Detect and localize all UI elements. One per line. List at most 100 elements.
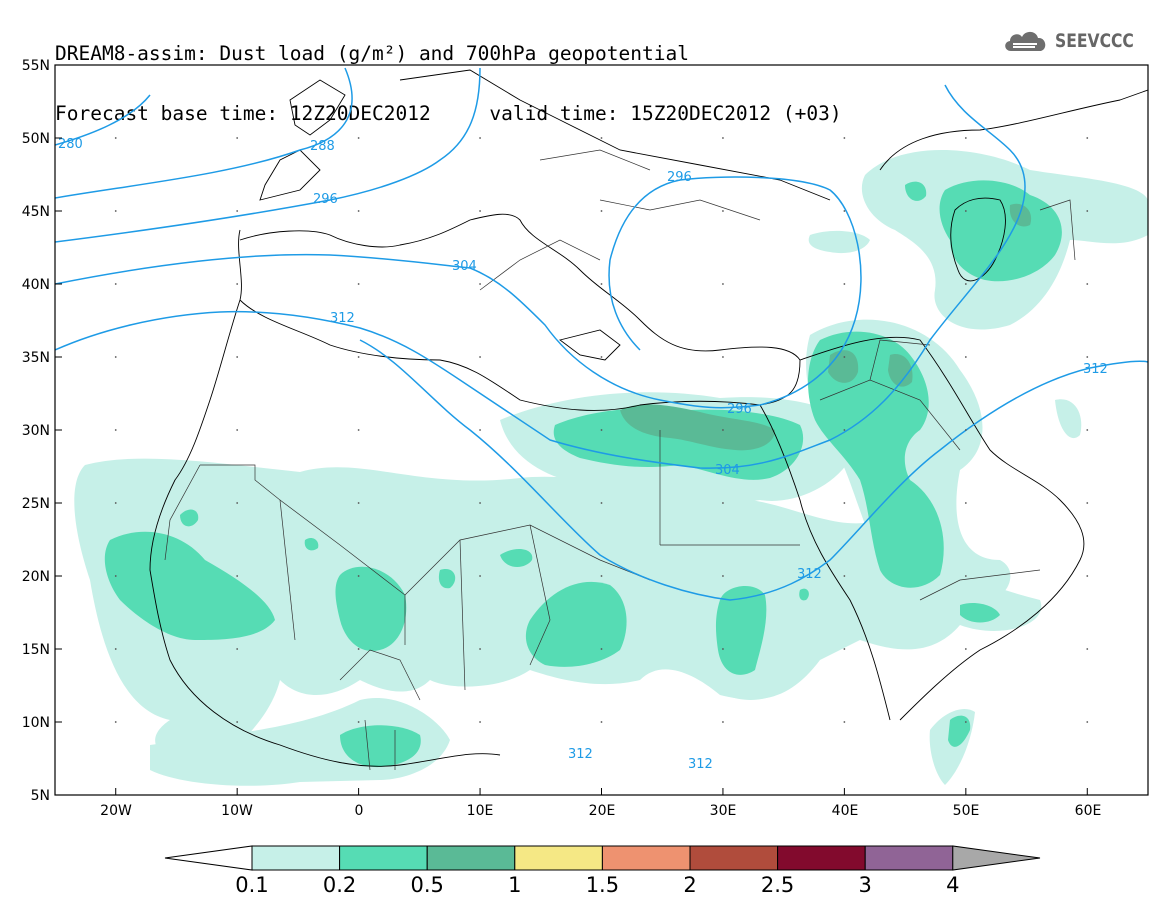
lon-label: 20W bbox=[100, 803, 132, 819]
graticule-dot bbox=[843, 356, 846, 358]
graticule-dot bbox=[236, 429, 239, 431]
axis-ticks bbox=[55, 64, 1088, 796]
graticule-dot bbox=[357, 502, 360, 504]
lon-label: 20E bbox=[589, 803, 616, 819]
colorbar-swatch bbox=[689, 845, 779, 871]
lon-label: 60E bbox=[1075, 803, 1102, 819]
geopotential-contours bbox=[55, 67, 1148, 601]
graticule-dot bbox=[236, 648, 239, 650]
graticule-dot bbox=[964, 137, 967, 139]
contour-label: 288 bbox=[310, 139, 335, 154]
graticule-dot bbox=[479, 356, 481, 358]
graticule-dot bbox=[722, 502, 724, 504]
graticule-dot bbox=[479, 137, 481, 139]
graticule-dot bbox=[357, 575, 360, 577]
graticule-dot bbox=[357, 137, 360, 139]
graticule-dot bbox=[600, 283, 603, 285]
lat-label: 30N bbox=[22, 423, 50, 439]
graticule-dot bbox=[1086, 210, 1089, 212]
graticule-dot bbox=[843, 648, 846, 650]
colorbar-swatch bbox=[339, 845, 428, 871]
graticule-dot bbox=[479, 575, 481, 577]
graticule-dot bbox=[114, 210, 117, 212]
graticule-dot bbox=[600, 210, 603, 212]
graticule-dot bbox=[236, 283, 239, 285]
contour-label: 280 bbox=[58, 137, 83, 152]
lat-label: 15N bbox=[22, 642, 50, 658]
colorbar-label: 4 bbox=[946, 873, 959, 897]
cloud-icon bbox=[1005, 31, 1046, 51]
graticule-dot bbox=[600, 502, 603, 504]
lon-label: 40E bbox=[832, 803, 859, 819]
graticule-dot bbox=[236, 721, 239, 723]
graticule-dot bbox=[236, 137, 239, 139]
lon-label: 30E bbox=[710, 803, 737, 819]
graticule-dot bbox=[1086, 648, 1089, 650]
contour-label: 312 bbox=[688, 757, 713, 772]
lat-label: 55N bbox=[22, 58, 50, 74]
graticule-dot bbox=[964, 575, 967, 577]
graticule-dot bbox=[479, 429, 481, 431]
graticule-dot bbox=[357, 721, 360, 723]
graticule-dot bbox=[357, 429, 360, 431]
graticule-dot bbox=[1086, 721, 1089, 723]
contour-label: 312 bbox=[1083, 362, 1108, 377]
lat-label: 10N bbox=[22, 715, 50, 731]
graticule-dot bbox=[1086, 356, 1089, 358]
dust-fields bbox=[74, 150, 1148, 786]
graticule-dot bbox=[964, 721, 967, 723]
graticule-dot bbox=[964, 283, 967, 285]
graticule-dot bbox=[236, 575, 239, 577]
graticule-dot bbox=[722, 210, 724, 212]
colorbar-under-triangle bbox=[164, 845, 253, 871]
graticule-dot bbox=[479, 502, 481, 504]
graticule-dot bbox=[1086, 575, 1089, 577]
colorbar-label: 0.1 bbox=[235, 873, 268, 897]
colorbar-label: 3 bbox=[859, 873, 872, 897]
graticule-dot bbox=[236, 210, 239, 212]
lat-label: 45N bbox=[22, 204, 50, 220]
graticule-dot bbox=[114, 429, 117, 431]
graticule-dot bbox=[600, 356, 603, 358]
graticule-dot bbox=[357, 356, 360, 358]
graticule-dot bbox=[1086, 502, 1089, 504]
graticule-dot bbox=[964, 356, 967, 358]
colorbar-label: 1 bbox=[508, 873, 521, 897]
graticule-dot bbox=[114, 575, 117, 577]
graticule-dot bbox=[114, 721, 117, 723]
lon-label: 10W bbox=[221, 803, 253, 819]
longitude-labels: 20W 10W 0 10E 20E 30E 40E 50E 60E bbox=[100, 803, 1101, 819]
graticule-dot bbox=[843, 721, 846, 723]
colorbar-swatch bbox=[426, 845, 516, 871]
lat-label: 40N bbox=[22, 277, 50, 293]
graticule-dot bbox=[843, 137, 846, 139]
graticule-dot bbox=[479, 721, 481, 723]
colorbar-swatch bbox=[251, 845, 341, 871]
colorbar-swatch bbox=[864, 845, 954, 871]
graticule-dot bbox=[357, 648, 360, 650]
graticule-dot bbox=[357, 283, 360, 285]
seevccc-logo: SEEVCCC bbox=[1001, 26, 1151, 56]
contour-label: 304 bbox=[715, 463, 740, 478]
contour-label: 296 bbox=[727, 402, 752, 417]
graticule-dot bbox=[722, 356, 724, 358]
graticule-dot bbox=[236, 502, 239, 504]
contour-label: 312 bbox=[797, 567, 822, 582]
graticule-dot bbox=[843, 210, 846, 212]
graticule-dot bbox=[722, 137, 724, 139]
lat-label: 20N bbox=[22, 569, 50, 585]
contour-label: 304 bbox=[452, 259, 477, 274]
graticule-dot bbox=[1086, 429, 1089, 431]
graticule-dot bbox=[722, 648, 724, 650]
graticule-dot bbox=[600, 648, 603, 650]
graticule-dot bbox=[964, 429, 967, 431]
graticule-dot bbox=[722, 429, 724, 431]
colorbar-swatch bbox=[514, 845, 603, 871]
contour-labels: 280 288 296 304 312 296 296 304 312 312 … bbox=[58, 137, 1108, 772]
graticule-dot bbox=[722, 721, 724, 723]
lon-label: 0 bbox=[355, 803, 364, 819]
graticule bbox=[114, 137, 1089, 723]
chart-title: DREAM8-assim: Dust load (g/m²) and 700hP… bbox=[55, 42, 689, 65]
contour-label: 296 bbox=[313, 192, 338, 207]
